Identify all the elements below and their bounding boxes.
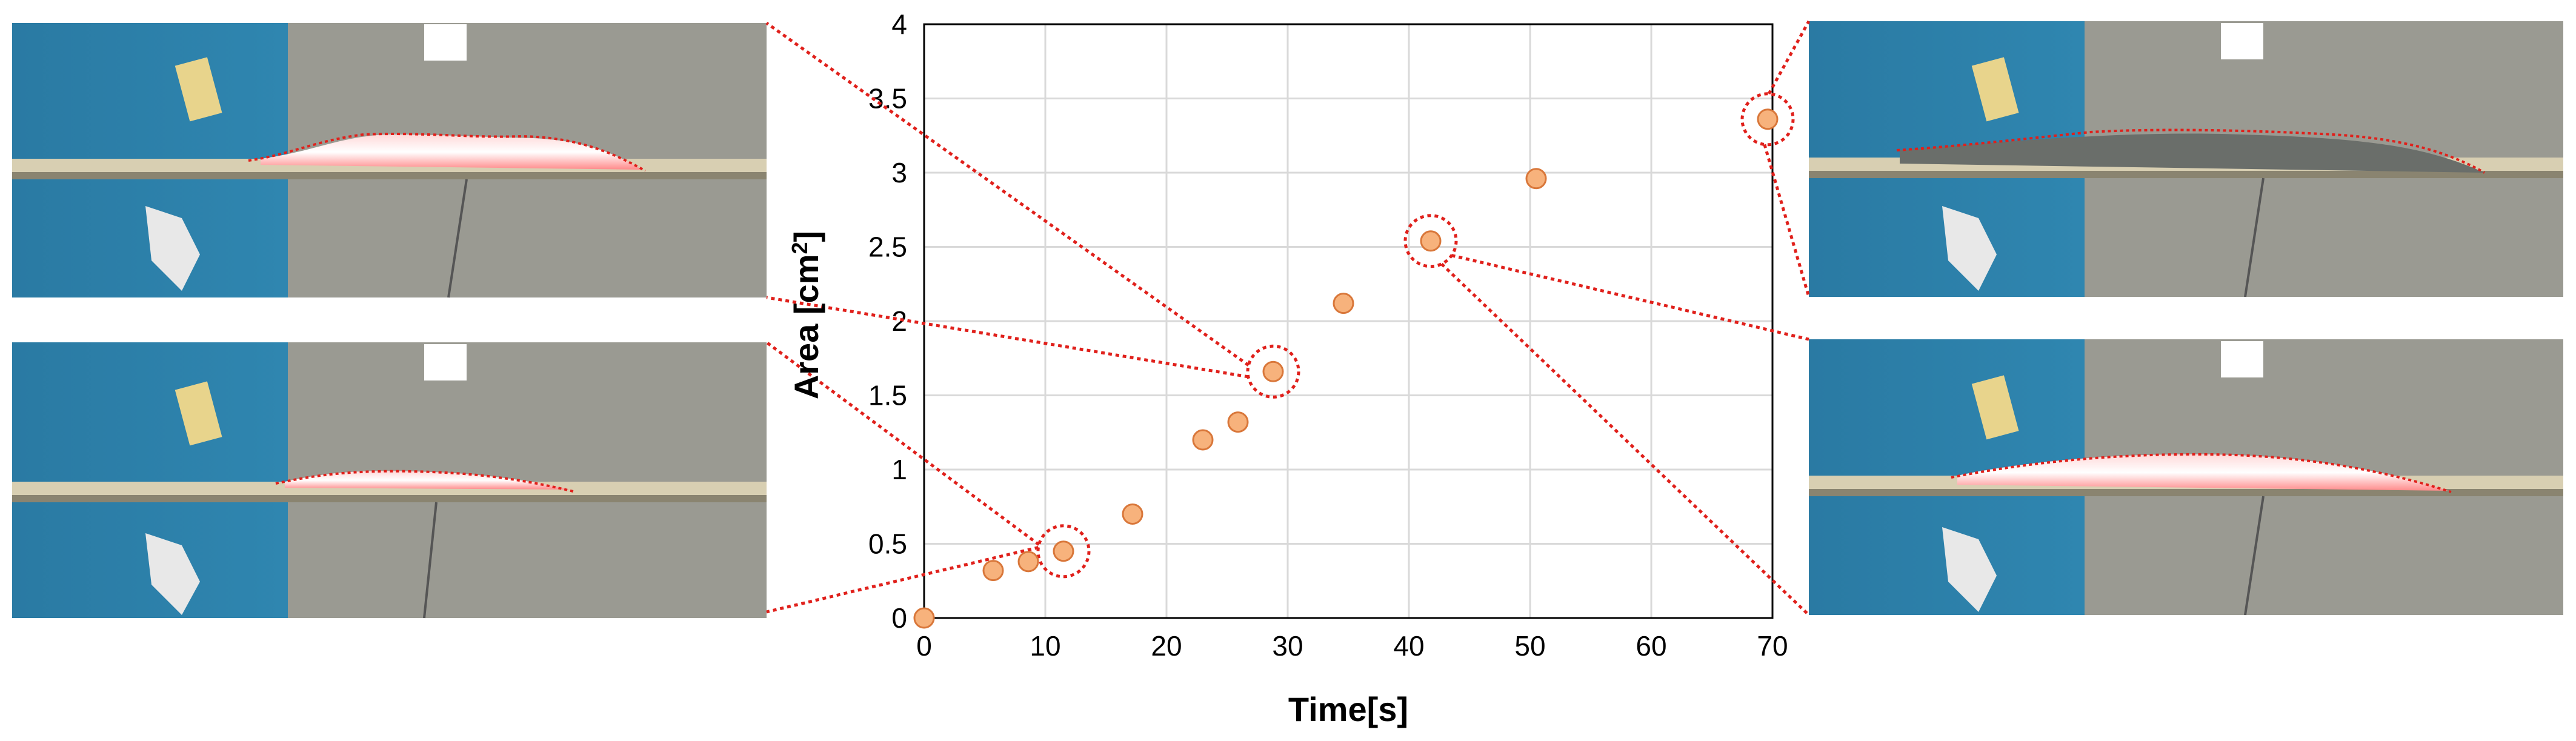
- photo-top-right: [1809, 21, 2563, 297]
- x-tick-labels: 0 10 20 30 40 50 60 70: [916, 630, 1788, 662]
- y-tick-label: 4: [891, 8, 907, 40]
- photo-bottom-left: [12, 342, 767, 619]
- y-axis-label: Area [cm2]: [787, 231, 825, 399]
- highlight-ring: [1403, 214, 1458, 268]
- highlight-ring: [1246, 344, 1300, 399]
- data-points: [913, 108, 1779, 629]
- leader-line: [766, 296, 1249, 379]
- scatter-plot: 0 10 20 30 40 50 60 70 00.511.522.533.54: [765, 8, 1811, 662]
- data-point: [913, 607, 935, 629]
- data-point: [1757, 108, 1779, 130]
- y-tick-label: 3: [891, 157, 907, 188]
- y-tick-label: 0: [891, 602, 907, 634]
- x-tick-label: 40: [1393, 630, 1424, 662]
- x-tick-label: 10: [1030, 630, 1060, 662]
- gridlines: [923, 23, 1774, 619]
- x-tick-label: 30: [1272, 630, 1303, 662]
- y-tick-label: 1: [891, 454, 907, 485]
- leader-line: [1440, 262, 1810, 616]
- data-point: [1192, 429, 1214, 451]
- x-tick-label: 70: [1757, 630, 1788, 662]
- leader-line: [1763, 144, 1811, 297]
- highlight-ring: [1036, 524, 1091, 579]
- leader-line: [765, 21, 1250, 367]
- y-tick-label: 1.5: [868, 380, 907, 411]
- y-tick-label: 2.5: [868, 231, 907, 263]
- data-point: [1017, 551, 1039, 573]
- leader-line: [766, 546, 1039, 614]
- plot-frame: [923, 23, 1774, 619]
- x-tick-label: 0: [916, 630, 932, 662]
- data-point: [1420, 230, 1442, 252]
- leader-line: [765, 341, 1040, 546]
- y-axis-label-end: ]: [787, 231, 825, 242]
- data-point: [1053, 540, 1074, 562]
- data-point: [982, 560, 1004, 582]
- x-axis-label: Time[s]: [1288, 690, 1408, 728]
- x-tick-label: 50: [1514, 630, 1545, 662]
- x-tick-label: 60: [1636, 630, 1666, 662]
- y-axis-label-main: Area [cm: [787, 254, 825, 400]
- photo-bottom-right: [1809, 339, 2563, 616]
- data-point: [1525, 168, 1547, 190]
- data-point: [1122, 503, 1143, 525]
- x-tick-label: 20: [1151, 630, 1182, 662]
- y-tick-labels: 00.511.522.533.54: [868, 8, 907, 634]
- y-axis-label-superscript: 2: [787, 242, 812, 254]
- y-tick-label: 2: [891, 305, 907, 337]
- y-tick-label: 0.5: [868, 528, 907, 560]
- highlight-ring: [1740, 92, 1795, 147]
- leader-line: [1451, 254, 1809, 341]
- leader-lines: [765, 20, 1811, 616]
- highlight-rings: [1036, 92, 1795, 579]
- data-point: [1227, 411, 1249, 433]
- leader-line: [1767, 20, 1811, 95]
- data-point: [1333, 293, 1354, 314]
- data-point: [1262, 361, 1284, 382]
- photo-top-left: [12, 23, 767, 298]
